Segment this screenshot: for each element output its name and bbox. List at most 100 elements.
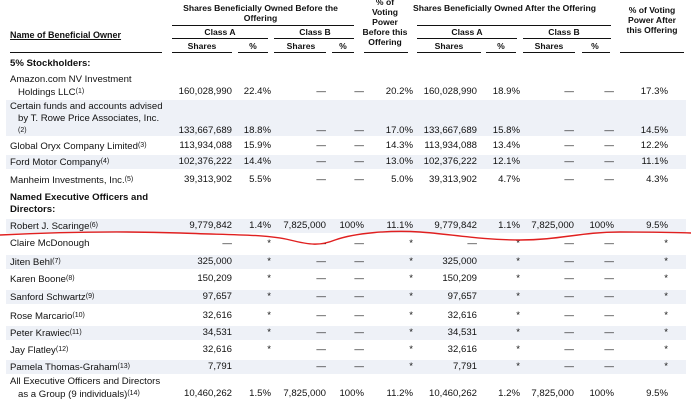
cell-a2: 39,313,902 <box>428 174 477 185</box>
cell-b2: — <box>564 174 574 185</box>
section-officers-directors: Named Executive Officers and <box>10 192 149 203</box>
cell-bp: — <box>354 361 364 372</box>
footnote-ref: (4) <box>100 158 110 165</box>
cell-ap2: 13.4% <box>492 140 520 151</box>
cell-a: — <box>222 238 232 249</box>
cell-a: 160,028,990 <box>178 86 232 97</box>
cell-va: 17.3% <box>640 86 668 97</box>
header-rule <box>417 38 517 39</box>
owner-name: Amazon.com NV Investment <box>10 74 132 85</box>
cell-ap2: * <box>516 361 520 372</box>
cell-ap: 15.9% <box>243 140 271 151</box>
cell-b: — <box>316 86 326 97</box>
cell-va: 4.3% <box>646 174 668 185</box>
header-rule <box>172 52 232 53</box>
cell-a: 32,616 <box>202 310 232 321</box>
cell-vb: 11.2% <box>386 388 414 399</box>
table-row <box>6 219 686 233</box>
cell-a: 113,934,088 <box>179 140 232 151</box>
cell-b: — <box>316 140 326 151</box>
cell-bp2: — <box>604 256 614 267</box>
cell-a2: 34,531 <box>447 327 477 338</box>
cell-bp2: — <box>604 273 614 284</box>
cell-ap2: 1.1% <box>498 220 520 231</box>
cell-ap2: * <box>516 238 520 249</box>
cell-b: — <box>316 156 326 167</box>
cell-va: 11.1% <box>641 156 669 167</box>
cell-va: * <box>664 327 668 338</box>
cell-vb: * <box>409 273 413 284</box>
cell-a2: 113,934,088 <box>424 140 477 151</box>
cell-a2: 150,209 <box>442 273 477 284</box>
table-row <box>6 237 686 251</box>
cell-ap: * <box>267 238 271 249</box>
footnote-ref: (13) <box>117 363 130 370</box>
header-rule <box>274 52 326 53</box>
cell-b: — <box>316 174 326 185</box>
cell-bp: 100% <box>339 388 364 399</box>
cell-va: * <box>664 238 668 249</box>
cell-a2: 102,376,222 <box>423 156 477 167</box>
header-pct: % <box>591 41 599 51</box>
owner-name: (2) <box>18 125 27 138</box>
cell-va: * <box>664 273 668 284</box>
cell-b2: — <box>564 310 574 321</box>
header-name-of-owner: Name of Beneficial Owner <box>10 30 122 40</box>
header-pct: % <box>249 41 257 51</box>
footnote-ref: (3) <box>137 142 147 149</box>
owner-name: Sanford Schwartz(9) <box>10 292 95 303</box>
cell-ap2: 4.7% <box>498 174 520 185</box>
cell-bp2: — <box>604 174 614 185</box>
footnote-ref: (14) <box>127 390 140 397</box>
cell-vb: 13.0% <box>385 156 413 167</box>
cell-bp2: — <box>604 156 614 167</box>
cell-bp: — <box>354 86 364 97</box>
header-rule <box>10 52 162 53</box>
header-rule <box>417 25 611 26</box>
header-rule <box>172 38 268 39</box>
cell-bp: — <box>354 156 364 167</box>
cell-b2: 7,825,000 <box>531 388 574 399</box>
header-rule <box>364 52 408 53</box>
cell-vb: * <box>409 310 413 321</box>
header-voting-after: % of Voting Power After this Offering <box>626 5 678 35</box>
cell-a2: 32,616 <box>447 344 477 355</box>
table-row <box>6 360 686 374</box>
owner-name: Rose Marcario(10) <box>10 311 85 322</box>
header-rule <box>274 38 354 39</box>
section-officers-directors: Directors: <box>10 204 56 215</box>
cell-b: 7,825,000 <box>283 388 326 399</box>
owner-name: as a Group (9 individuals)(14) <box>18 389 140 400</box>
cell-b: — <box>316 327 326 338</box>
cell-b: — <box>316 291 326 302</box>
table-row <box>6 326 686 340</box>
cell-bp: — <box>354 125 364 136</box>
cell-a2: — <box>467 238 477 249</box>
header-shares: Shares <box>286 41 316 51</box>
owner-name: All Executive Officers and Directors <box>10 376 161 387</box>
cell-b2: — <box>564 291 574 302</box>
cell-bp: — <box>354 273 364 284</box>
cell-a: 9,779,842 <box>189 220 232 231</box>
cell-bp2: — <box>604 291 614 302</box>
cell-b2: — <box>564 156 574 167</box>
cell-bp2: — <box>604 140 614 151</box>
cell-vb: * <box>409 344 413 355</box>
cell-ap: 18.8% <box>243 125 271 136</box>
cell-va: 9.5% <box>646 388 668 399</box>
cell-b: — <box>316 273 326 284</box>
section-five-percent-stockholders: 5% Stockholders: <box>10 58 91 69</box>
cell-ap2: * <box>516 291 520 302</box>
cell-b2: — <box>564 140 574 151</box>
cell-va: 14.5% <box>640 125 668 136</box>
header-class-a: Class A <box>204 27 236 37</box>
cell-ap2: 18.9% <box>492 86 520 97</box>
cell-ap: * <box>267 327 271 338</box>
owner-name: Global Oryx Company Limited(3) <box>10 141 147 152</box>
owner-name: Manheim Investments, Inc.(5) <box>10 175 134 186</box>
cell-b: — <box>316 310 326 321</box>
cell-a2: 9,779,842 <box>434 220 477 231</box>
header-pct: % <box>497 41 505 51</box>
footnote-ref: (6) <box>89 222 99 229</box>
header-rule <box>523 38 611 39</box>
